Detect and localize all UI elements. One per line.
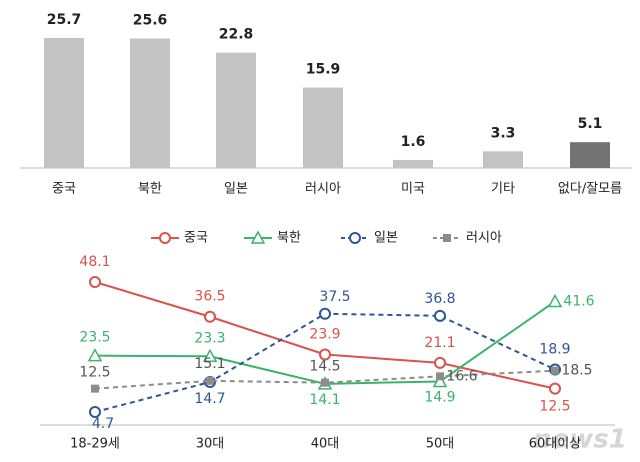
marker: [87, 348, 103, 362]
marker: [204, 310, 216, 323]
marker: [547, 293, 563, 308]
marker: [89, 276, 101, 288]
value-label: 14.7: [194, 391, 225, 407]
value-label: 15.1: [194, 356, 225, 372]
marker: [319, 348, 331, 361]
bar: [303, 87, 343, 168]
value-label: 3.3: [491, 125, 516, 141]
value-label: 5.1: [578, 116, 603, 132]
marker: [250, 230, 266, 244]
value-label: 14.9: [424, 389, 455, 405]
x-tick-label: 60대이상: [529, 437, 581, 452]
legend-label: 북한: [277, 231, 301, 246]
x-tick-label: 러시아: [305, 182, 341, 197]
value-label: 48.1: [79, 254, 110, 270]
value-label: 21.1: [424, 335, 455, 351]
x-tick-label: 40대: [311, 437, 340, 452]
x-tick-label: 50대: [426, 437, 455, 452]
marker: [206, 376, 214, 385]
marker: [349, 232, 361, 244]
marker: [89, 406, 101, 418]
series-line: [94, 369, 556, 390]
value-label: 23.9: [309, 326, 340, 342]
marker: [432, 373, 448, 388]
value-label: 18.5: [561, 363, 592, 379]
marker: [436, 372, 444, 381]
x-tick-label: 18-29세: [70, 437, 120, 452]
legend-label: 중국: [184, 231, 208, 246]
x-tick-label: 30대: [196, 437, 225, 452]
value-label: 18.9: [539, 341, 570, 357]
bar: [216, 52, 256, 168]
marker: [434, 309, 446, 322]
value-label: 4.7: [92, 416, 114, 432]
marker: [91, 384, 99, 393]
value-label: 12.5: [79, 365, 110, 381]
value-label: 22.8: [219, 27, 254, 43]
marker: [159, 232, 171, 244]
x-tick-label: 기타: [491, 182, 515, 197]
legend-label: 러시아: [466, 231, 502, 246]
marker: [319, 307, 331, 320]
value-label: 36.5: [194, 289, 225, 305]
x-tick-label: 없다/잘모름: [558, 182, 622, 197]
value-label: 23.3: [194, 330, 225, 346]
value-label: 1.6: [401, 134, 426, 150]
x-tick-label: 중국: [52, 182, 76, 197]
bar: [570, 142, 610, 168]
value-label: 37.5: [319, 289, 350, 305]
value-label: 23.5: [79, 330, 110, 346]
value-label: 12.5: [539, 399, 570, 415]
bar: [393, 159, 433, 168]
value-label: 14.5: [309, 359, 340, 375]
bar: [44, 38, 84, 168]
marker: [443, 234, 451, 242]
bar: [130, 38, 170, 169]
marker: [549, 382, 561, 395]
x-tick-label: 미국: [401, 182, 425, 197]
value-label: 15.9: [306, 62, 341, 78]
marker: [202, 348, 218, 363]
marker: [434, 356, 446, 369]
watermark: news1: [533, 425, 627, 455]
value-label: 25.7: [47, 12, 82, 28]
value-label: 41.6: [563, 293, 594, 309]
x-tick-label: 일본: [224, 182, 248, 197]
marker: [551, 366, 559, 375]
x-tick-label: 북한: [138, 182, 162, 197]
bar: [483, 151, 523, 168]
value-label: 14.1: [309, 392, 340, 408]
value-label: 36.8: [424, 291, 455, 307]
marker: [321, 378, 329, 387]
value-label: 16.6: [446, 368, 477, 384]
value-label: 25.6: [133, 13, 168, 29]
legend-label: 일본: [374, 231, 398, 246]
